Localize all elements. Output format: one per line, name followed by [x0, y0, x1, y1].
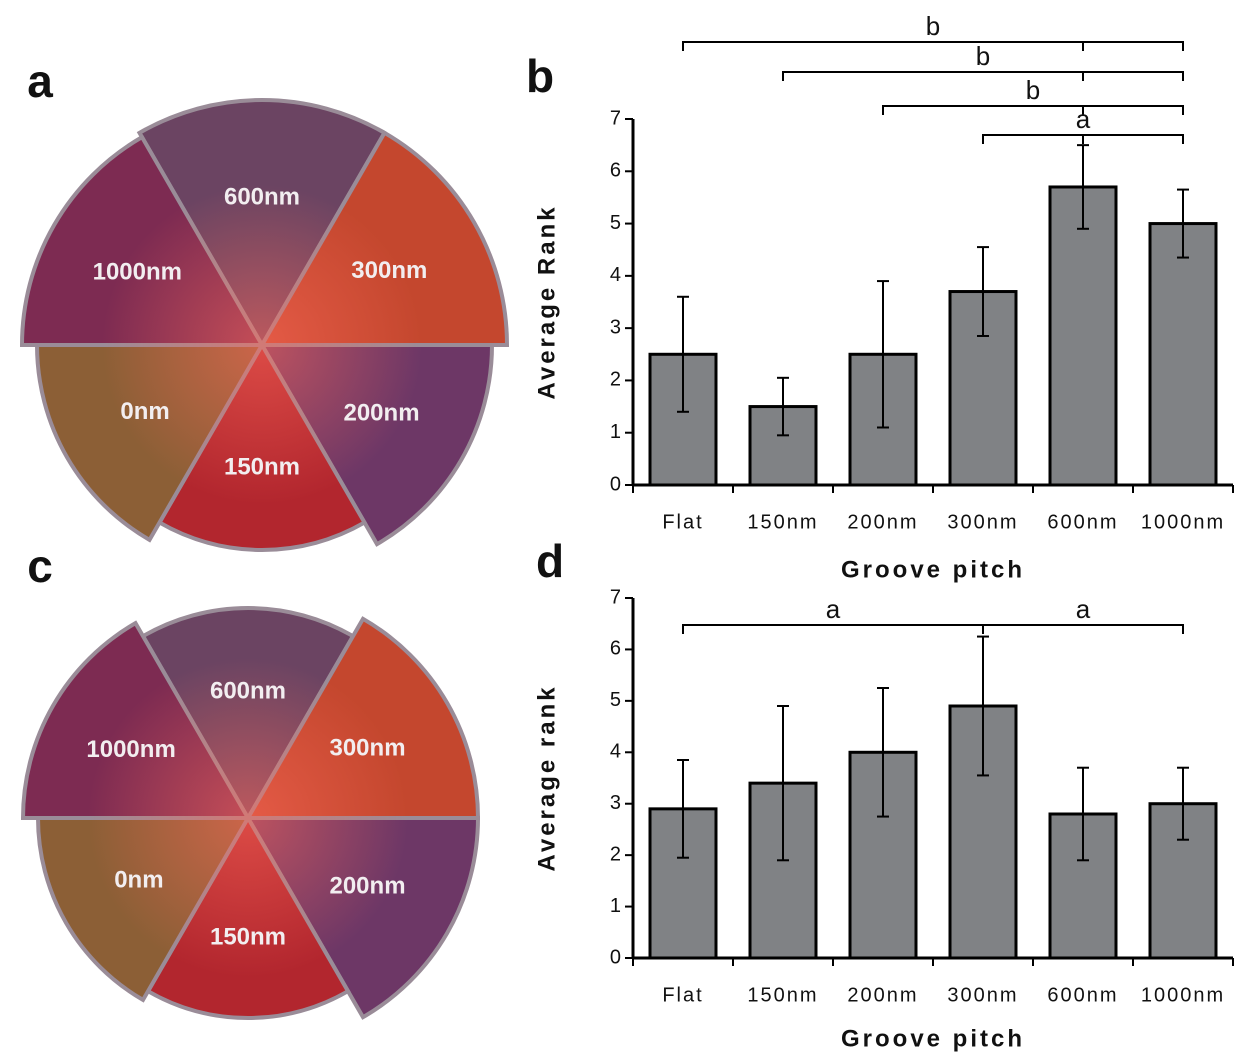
significance-bracket: [882, 105, 1184, 115]
significance-bracket: [782, 71, 1184, 81]
x-tick-label: 1000nm: [1141, 511, 1225, 533]
sector-label: 300nm: [329, 734, 405, 761]
x-axis-title: Groove pitch: [841, 556, 1025, 583]
sector-label: 600nm: [224, 183, 300, 210]
y-tick-label: 5: [610, 689, 621, 711]
significance-bracket: [982, 134, 1184, 144]
x-tick-label: 300nm: [947, 984, 1018, 1006]
significance-bracket: [982, 624, 1184, 634]
image-glow: [102, 185, 422, 505]
x-tick-label: 150nm: [747, 511, 818, 533]
sector-label: 150nm: [224, 453, 300, 480]
x-tick-label: 200nm: [847, 984, 918, 1006]
y-tick-label: 6: [610, 160, 621, 182]
y-tick-label: 7: [610, 107, 621, 129]
sector-label: 150nm: [210, 923, 286, 950]
y-tick-label: 1: [610, 895, 621, 917]
x-tick-label: 150nm: [747, 984, 818, 1006]
y-tick-label: 3: [610, 316, 621, 338]
y-axis-title: Average Rank: [533, 204, 560, 399]
significance-label: b: [976, 41, 990, 71]
y-tick-label: 4: [610, 741, 621, 763]
x-tick-label: 600nm: [1047, 511, 1118, 533]
x-tick-label: 1000nm: [1141, 984, 1225, 1006]
y-tick-label: 2: [610, 843, 621, 865]
significance-label: a: [826, 594, 841, 624]
sector-label: 200nm: [343, 399, 419, 426]
x-tick-label: 200nm: [847, 511, 918, 533]
bar: [1148, 222, 1218, 487]
sector-label: 1000nm: [93, 258, 182, 285]
y-tick-label: 3: [610, 792, 621, 814]
x-tick-label: 300nm: [947, 511, 1018, 533]
x-axis-title: Groove pitch: [841, 1025, 1025, 1052]
sector-label: 600nm: [210, 677, 286, 704]
x-tick-label: Flat: [662, 511, 703, 533]
x-tick-label: 600nm: [1047, 984, 1118, 1006]
significance-label: b: [1026, 75, 1040, 105]
y-tick-label: 6: [610, 638, 621, 660]
significance-label: a: [1076, 594, 1091, 624]
y-axis-title: Average rank: [533, 684, 560, 871]
panel-label: b: [526, 50, 554, 102]
y-tick-label: 7: [610, 586, 621, 608]
sector-label: 1000nm: [86, 736, 175, 763]
sector-label: 0nm: [120, 398, 169, 425]
significance-label: a: [1076, 104, 1091, 134]
panel-label: a: [27, 55, 53, 107]
y-tick-label: 4: [610, 264, 621, 286]
y-tick-label: 0: [610, 946, 621, 968]
significance-bracket: [682, 624, 984, 634]
y-tick-label: 0: [610, 473, 621, 495]
significance-bracket: [682, 41, 1184, 51]
significance-label: b: [926, 11, 940, 41]
panel-label: d: [536, 535, 564, 587]
x-tick-label: Flat: [662, 984, 703, 1006]
y-tick-label: 1: [610, 421, 621, 443]
panel-label: c: [27, 540, 53, 592]
y-tick-label: 5: [610, 212, 621, 234]
sector-label: 200nm: [329, 872, 405, 899]
sector-label: 300nm: [351, 257, 427, 284]
sector-label: 0nm: [114, 866, 163, 893]
y-tick-label: 2: [610, 369, 621, 391]
image-glow: [88, 658, 408, 978]
bar: [1048, 185, 1118, 487]
